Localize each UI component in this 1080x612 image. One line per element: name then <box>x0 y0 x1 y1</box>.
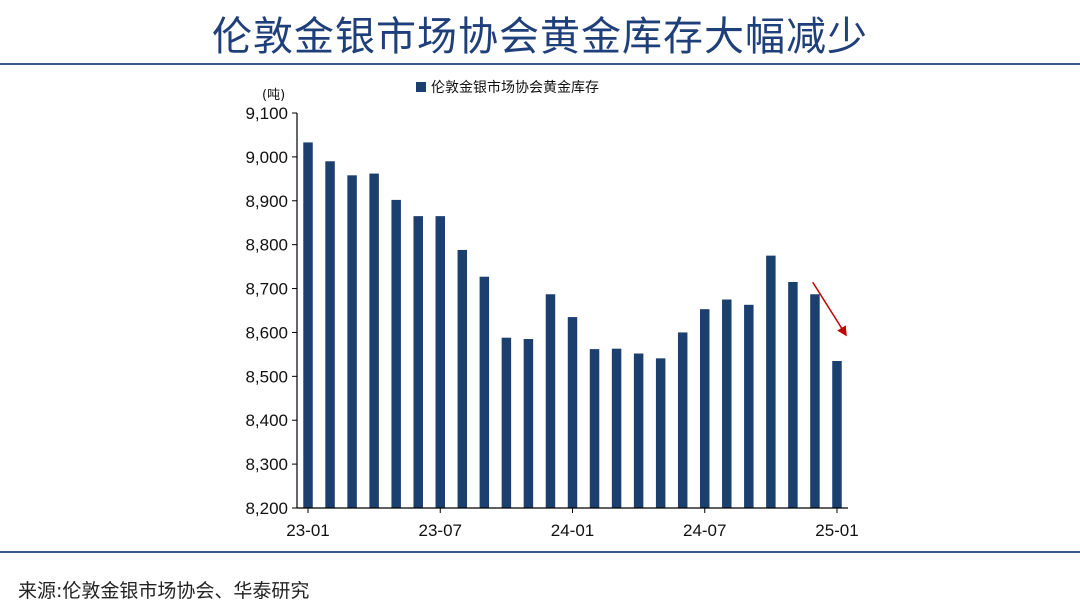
y-tick-label: 8,500 <box>245 367 288 386</box>
page-title: 伦敦金银市场协会黄金库存大幅减少 <box>212 14 868 60</box>
bar-23-05 <box>391 199 401 508</box>
y-unit-label: (吨) <box>262 88 285 103</box>
bar-23-01 <box>303 142 313 508</box>
y-tick-label: 9,100 <box>245 104 288 123</box>
y-tick-label: 8,300 <box>245 455 288 474</box>
x-tick-label: 24-07 <box>683 521 726 540</box>
source-note: 来源:伦敦金银市场协会、华泰研究 <box>18 580 310 602</box>
y-tick-label: 8,700 <box>245 280 288 299</box>
bar-24-09 <box>744 304 754 508</box>
y-tick-label: 8,600 <box>245 323 288 342</box>
downtrend-arrow-icon <box>812 281 847 337</box>
legend-swatch <box>416 82 426 92</box>
y-tick-label: 8,900 <box>245 192 288 211</box>
bar-24-12 <box>810 294 820 508</box>
bar-23-02 <box>325 161 335 508</box>
bar-24-04 <box>633 353 644 508</box>
bar-25-01 <box>832 360 842 508</box>
y-tick-label: 8,400 <box>245 411 288 430</box>
bar-series <box>303 142 842 509</box>
x-tick-label: 24-01 <box>551 521 594 540</box>
bar-chart: (吨) 伦敦金银市场协会黄金库存 8,200 8,300 8,400 8,500 8,6… <box>245 79 859 540</box>
legend-label: 伦敦金银市场协会黄金库存 <box>431 79 599 96</box>
bar-24-05 <box>655 358 666 508</box>
bar-23-03 <box>347 175 357 509</box>
bar-24-10 <box>766 255 776 508</box>
bar-23-10 <box>501 337 512 508</box>
bar-24-06 <box>677 332 688 508</box>
bar-23-12 <box>545 294 556 508</box>
y-tick-label: 8,200 <box>245 499 288 518</box>
bar-24-03 <box>611 348 622 508</box>
title-divider <box>0 63 1080 65</box>
bar-23-04 <box>369 173 379 509</box>
footer-divider <box>0 551 1080 553</box>
bar-24-02 <box>589 349 600 508</box>
bar-23-08 <box>457 249 468 508</box>
y-tick-label: 8,800 <box>245 236 288 255</box>
bar-24-07 <box>700 309 710 508</box>
bar-24-11 <box>788 281 798 508</box>
legend: 伦敦金银市场协会黄金库存 <box>416 79 599 96</box>
bar-23-06 <box>413 216 423 508</box>
y-axis-ticks: 8,200 8,300 8,400 8,500 8,600 8,700 8,800 8,900… <box>245 104 297 518</box>
bar-23-11 <box>523 339 534 508</box>
x-tick-label: 25-01 <box>815 521 858 540</box>
x-tick-label: 23-07 <box>419 521 462 540</box>
x-tick-label: 23-01 <box>286 521 329 540</box>
bar-23-09 <box>479 276 490 508</box>
y-tick-label: 9,000 <box>245 148 288 167</box>
bar-23-07 <box>435 216 445 508</box>
bar-24-01 <box>567 317 578 508</box>
x-axis-ticks: 23-01 23-07 24-01 24-07 25-01 <box>286 508 859 540</box>
bar-24-08 <box>722 299 732 508</box>
